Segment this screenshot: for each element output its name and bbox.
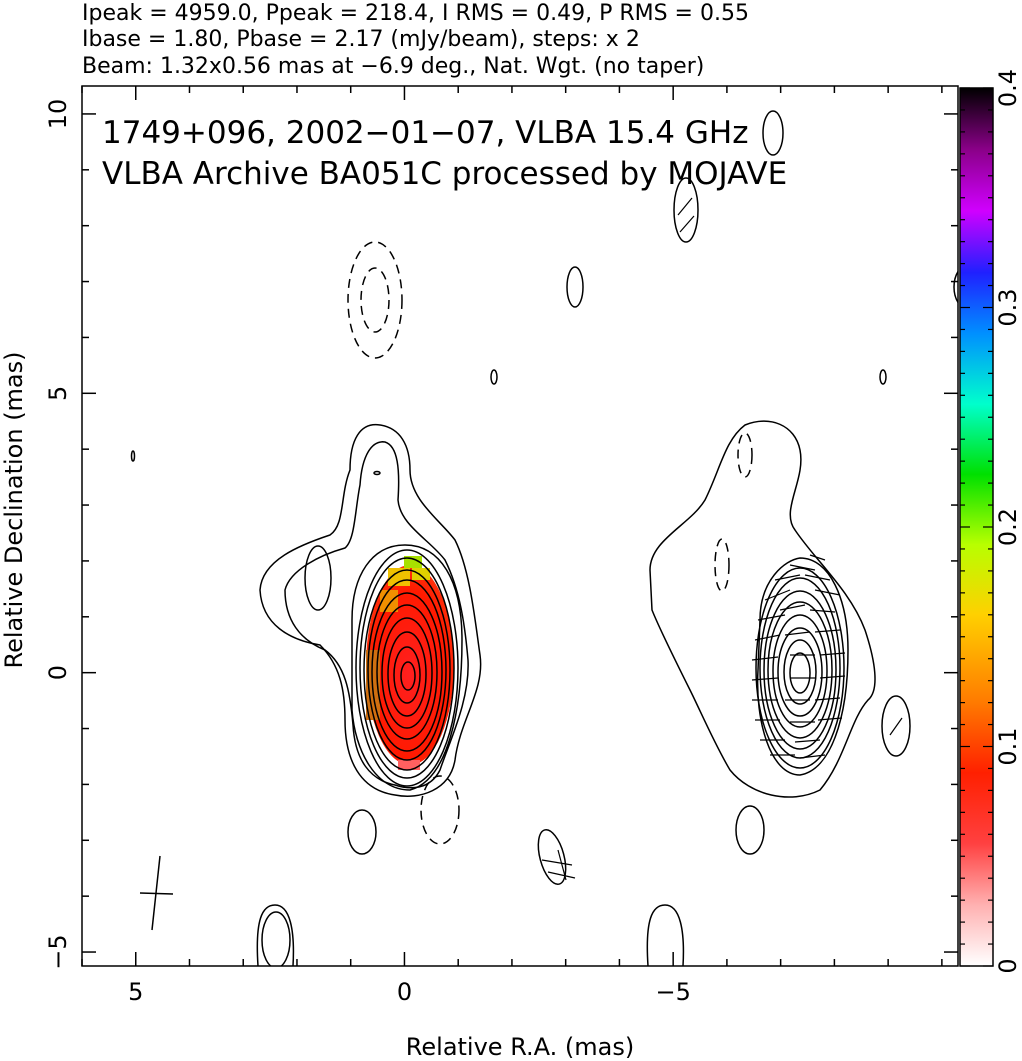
beam-marker [139, 855, 174, 931]
negative-contours [347, 241, 753, 845]
plot-frame [81, 85, 959, 967]
colorbar-tick-label: 0.3 [994, 288, 1022, 326]
x-tick-label: 5 [128, 978, 143, 1006]
header-line-2: Ibase = 1.80, Pbase = 2.17 (mJy/beam), s… [82, 27, 640, 52]
polarized-intensity-contours [649, 420, 876, 798]
colorbar-tick-label: 0.2 [994, 508, 1022, 546]
evpa-vectors [541, 197, 903, 881]
colorbar-tick-label: 0 [994, 958, 1022, 973]
colorbar-tick-label: 0.1 [994, 727, 1022, 765]
colorbar-tick-label: 0.4 [994, 69, 1022, 107]
header-line-3: Beam: 1.32x0.56 mas at −6.9 deg., Nat. W… [82, 54, 704, 79]
y-tick-label: 10 [44, 99, 72, 130]
y-tick-label: −5 [44, 934, 72, 969]
x-tick-label: −5 [655, 978, 690, 1006]
header-line-1: Ipeak = 4959.0, Ppeak = 218.4, I RMS = 0… [82, 1, 749, 26]
y-tick-label: 5 [44, 386, 72, 401]
x-axis-label: Relative R.A. (mas) [406, 1033, 634, 1061]
map-subtitle: VLBA Archive BA051C processed by MOJAVE [102, 156, 787, 192]
total-intensity-contours [130, 110, 958, 966]
y-tick-label: 0 [44, 665, 72, 680]
y-axis-label: Relative Declination (mas) [0, 351, 28, 668]
map-title: 1749+096, 2002−01−07, VLBA 15.4 GHz [102, 115, 748, 151]
x-tick-label: 0 [397, 978, 412, 1006]
